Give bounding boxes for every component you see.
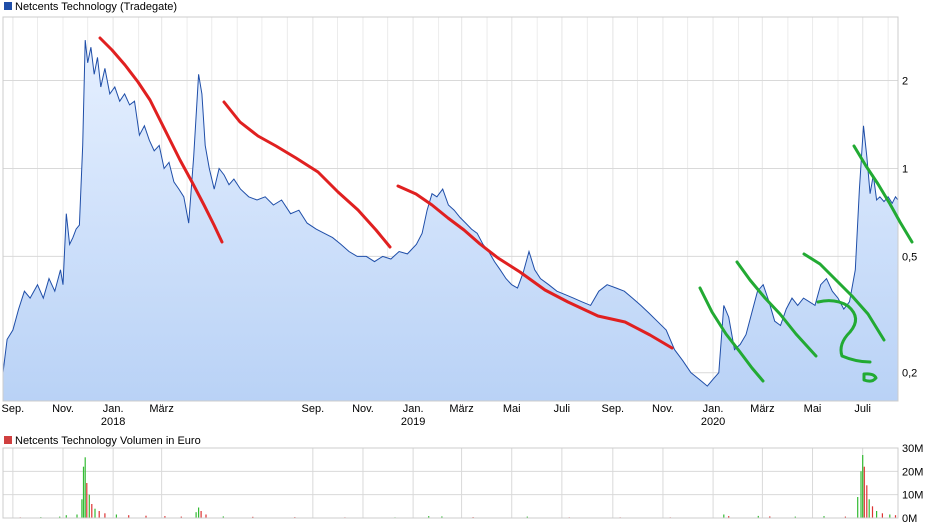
volume-bar <box>98 511 100 518</box>
volume-bar <box>76 514 78 518</box>
volume-bar <box>195 512 197 518</box>
price-legend-swatch <box>4 2 12 10</box>
price-x-tick-label: Jan. <box>403 403 424 415</box>
price-x-tick-label: März <box>449 403 473 415</box>
price-x-tick-label: März <box>750 403 774 415</box>
volume-y-axis: 30M 20M 10M 0M <box>902 443 923 525</box>
price-x-year-label: 2018 <box>101 416 125 428</box>
price-x-tick-label: Mai <box>804 403 822 415</box>
red-trendline-2 <box>222 100 392 249</box>
price-x-tick-label: Mai <box>503 403 521 415</box>
volume-bar <box>728 516 730 518</box>
price-x-tick-label: Nov. <box>652 403 674 415</box>
volume-bar <box>876 511 878 518</box>
volume-bar <box>794 516 796 518</box>
volume-bar <box>84 457 86 518</box>
green-scribble <box>816 299 872 364</box>
volume-bar <box>441 516 443 518</box>
price-y-tick-label: 1 <box>902 163 908 175</box>
volume-bar <box>866 485 868 518</box>
volume-bars <box>19 455 897 519</box>
volume-bar <box>200 511 202 518</box>
volume-bar <box>198 507 200 518</box>
volume-bar <box>104 513 106 518</box>
price-y-tick-label: 2 <box>902 76 908 88</box>
price-y-tick-label: 0,2 <box>902 368 917 380</box>
green-trendline-2 <box>735 260 818 358</box>
volume-y-tick-label: 20M <box>902 466 923 478</box>
volume-bar <box>757 515 759 518</box>
volume-bar <box>65 515 67 518</box>
volume-bar <box>857 497 859 518</box>
red-trendline-1 <box>98 36 224 244</box>
volume-bar <box>145 515 147 518</box>
volume-bar <box>252 516 254 518</box>
volume-bar <box>868 499 870 518</box>
volume-plot-frame <box>2 447 899 519</box>
volume-bar <box>894 515 897 518</box>
price-x-year-label: 2020 <box>701 416 725 428</box>
trend-annotations <box>98 36 914 383</box>
price-x-tick-label: Juli <box>554 403 571 415</box>
price-x-tick-label: Sep. <box>601 403 624 415</box>
volume-bar <box>205 514 207 518</box>
volume-y-tick-label: 10M <box>902 490 923 502</box>
volume-bar <box>82 466 85 518</box>
volume-bar <box>863 466 865 518</box>
volume-bar <box>526 516 528 518</box>
volume-bar <box>59 516 61 518</box>
price-x-tick-label: Jan. <box>703 403 724 415</box>
green-trendline-1 <box>698 286 765 383</box>
volume-bar <box>862 455 864 518</box>
volume-bar <box>769 516 771 518</box>
price-x-tick-label: Sep. <box>302 403 325 415</box>
price-x-tick-label: Nov. <box>52 403 74 415</box>
volume-bar <box>86 483 88 518</box>
volume-bar <box>88 494 90 518</box>
volume-bar <box>881 513 883 518</box>
price-y-axis: 2 1 0,5 0,2 <box>902 76 917 380</box>
volume-y-tick-label: 0M <box>902 513 917 525</box>
price-x-tick-label: März <box>149 403 173 415</box>
volume-bar <box>180 516 182 518</box>
volume-legend-swatch <box>4 436 12 444</box>
volume-gridlines <box>3 447 898 519</box>
price-series-line <box>2 40 899 387</box>
volume-bar <box>844 516 846 518</box>
price-x-tick-label: Juli <box>854 403 871 415</box>
volume-bar <box>723 514 725 518</box>
red-trendline-3 <box>396 184 674 350</box>
green-trendline-3 <box>802 252 886 342</box>
price-plot-frame <box>2 16 899 402</box>
volume-y-tick-label: 30M <box>902 443 923 455</box>
volume-bar <box>871 506 874 518</box>
volume-bar <box>115 514 117 518</box>
price-x-tick-label: Sep. <box>2 403 25 415</box>
price-legend-label: Netcents Technology (Tradegate) <box>15 1 177 13</box>
price-x-year-label: 2019 <box>401 416 425 428</box>
green-small-loop <box>862 372 878 383</box>
price-y-tick-label: 0,5 <box>902 251 917 263</box>
green-trendline-4 <box>852 144 914 244</box>
volume-bar <box>128 515 130 518</box>
volume-bar <box>889 514 891 518</box>
volume-bar <box>94 508 96 518</box>
volume-bar <box>222 516 224 518</box>
volume-bar <box>823 516 825 518</box>
volume-bar <box>428 516 430 518</box>
volume-bar <box>164 516 166 518</box>
price-x-tick-label: Nov. <box>352 403 374 415</box>
volume-bar <box>91 504 93 518</box>
volume-legend-label: Netcents Technology Volumen in Euro <box>15 435 201 447</box>
volume-bar <box>860 471 862 518</box>
price-x-tick-label: Jan. <box>103 403 124 415</box>
volume-bar <box>81 499 83 518</box>
